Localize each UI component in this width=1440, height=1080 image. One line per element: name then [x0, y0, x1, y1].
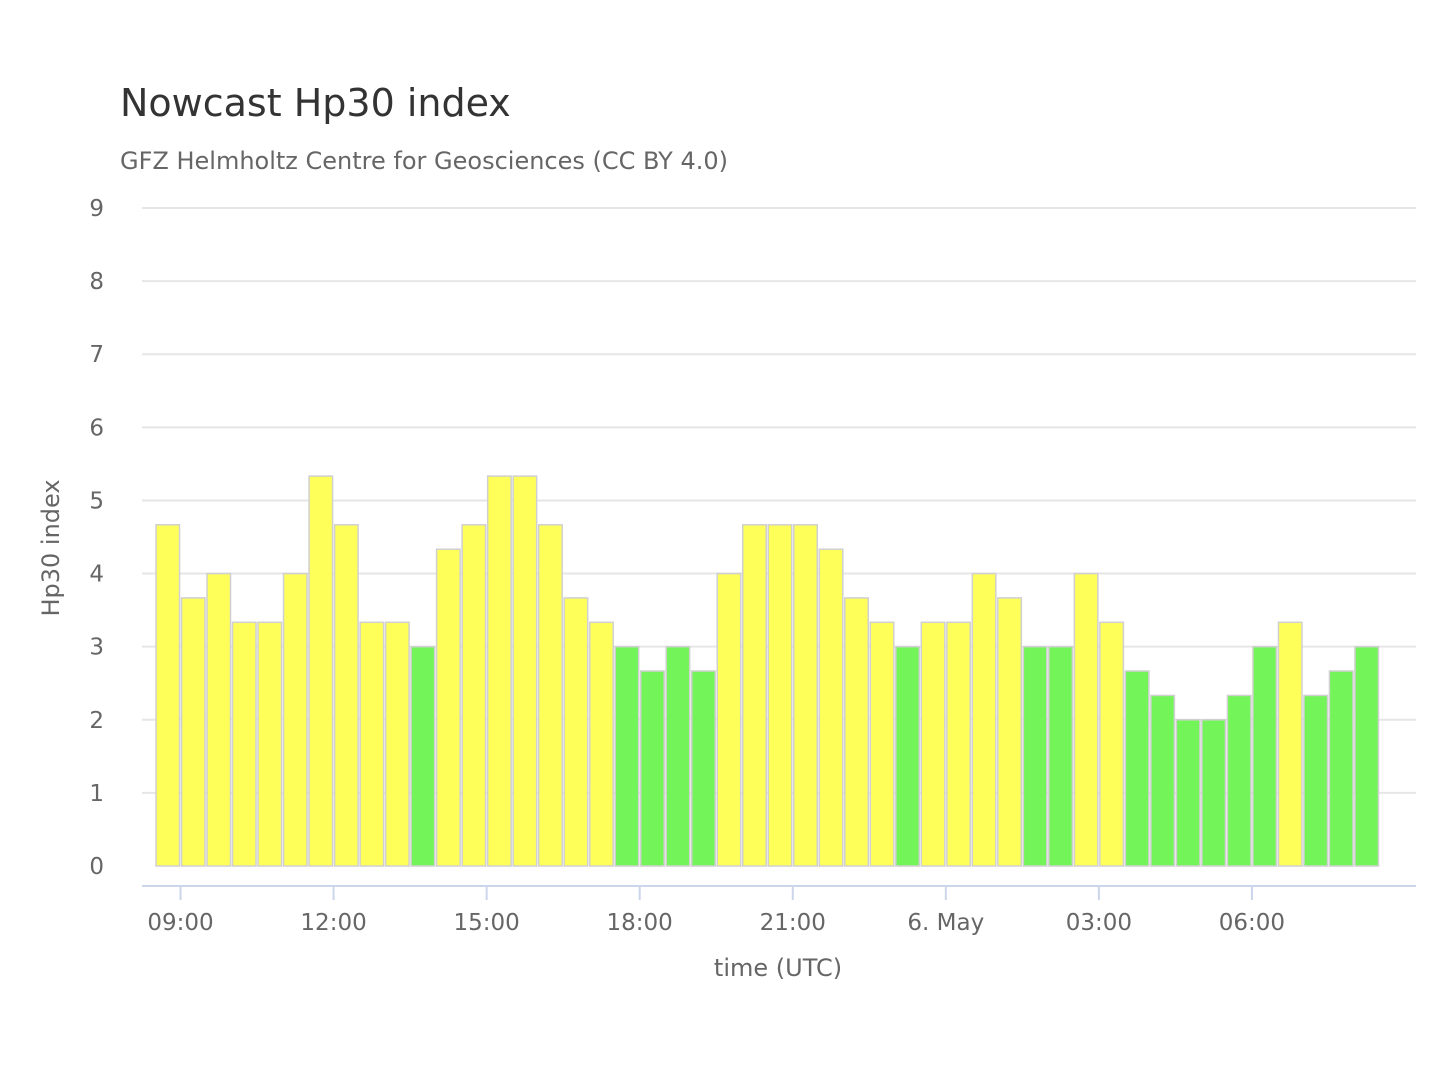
bar — [512, 475, 538, 867]
bar — [180, 597, 206, 867]
bar — [282, 572, 308, 867]
bar — [257, 621, 283, 867]
x-tick-label: 12:00 — [300, 910, 366, 936]
bar — [435, 548, 461, 867]
bar — [1354, 645, 1380, 867]
bar — [486, 475, 512, 867]
bar — [639, 670, 665, 867]
y-tick-label: 9 — [89, 196, 104, 222]
bar — [1099, 621, 1125, 867]
y-tick-label: 3 — [89, 635, 104, 661]
bar — [206, 572, 232, 867]
bar — [333, 524, 359, 867]
y-tick-label: 7 — [89, 342, 104, 368]
x-axis-title: time (UTC) — [714, 954, 842, 982]
y-axis-title: Hp30 index — [37, 479, 65, 616]
x-tick-label: 03:00 — [1066, 910, 1132, 936]
bar — [1124, 670, 1150, 867]
bar — [588, 621, 614, 867]
bar — [793, 524, 819, 867]
bar — [359, 621, 385, 867]
bar — [1252, 645, 1278, 867]
bar — [844, 597, 870, 867]
bar-series — [155, 475, 1380, 867]
bar — [563, 597, 589, 867]
bar — [1328, 670, 1354, 867]
y-tick-label: 2 — [89, 708, 104, 734]
y-tick-label: 4 — [89, 562, 104, 588]
bar — [971, 572, 997, 867]
bar — [614, 645, 640, 867]
bar — [537, 524, 563, 867]
y-tick-label: 8 — [89, 269, 104, 295]
x-axis-labels: 09:00 12:00 15:00 18:00 21:00 6. May 03:00 06:0… — [147, 910, 1285, 936]
bar — [741, 524, 767, 867]
bar — [155, 524, 181, 867]
x-tick-label: 06:00 — [1219, 910, 1285, 936]
chart-title: Nowcast Hp30 index — [120, 81, 511, 125]
x-axis-ticks — [179, 886, 1253, 900]
bar — [665, 645, 691, 867]
bar — [1201, 719, 1227, 867]
bar — [1048, 645, 1074, 867]
bar — [690, 670, 716, 867]
bar — [1303, 694, 1329, 867]
bar — [231, 621, 257, 867]
chart-subtitle: GFZ Helmholtz Centre for Geosciences (CC… — [120, 147, 728, 175]
x-tick-label: 09:00 — [147, 910, 213, 936]
bar — [716, 572, 742, 867]
bar — [946, 621, 972, 867]
y-tick-label: 5 — [89, 488, 104, 514]
bar — [767, 524, 793, 867]
bar — [869, 621, 895, 867]
x-tick-label: 6. May — [907, 910, 984, 936]
y-tick-label: 0 — [89, 854, 104, 880]
bar — [1175, 719, 1201, 867]
y-tick-label: 6 — [89, 415, 104, 441]
bar — [1022, 645, 1048, 867]
x-tick-label: 15:00 — [453, 910, 519, 936]
x-tick-label: 21:00 — [760, 910, 826, 936]
bar — [410, 645, 436, 867]
bar — [308, 475, 334, 867]
x-tick-label: 18:00 — [607, 910, 673, 936]
y-tick-label: 1 — [89, 781, 104, 807]
bar — [920, 621, 946, 867]
bar — [1073, 572, 1099, 867]
y-axis-labels: 0 1 2 3 4 5 6 7 8 9 — [89, 196, 104, 880]
bar — [1150, 694, 1176, 867]
bar — [461, 524, 487, 867]
bar — [895, 645, 921, 867]
bar — [818, 548, 844, 867]
bar — [997, 597, 1023, 867]
bar — [384, 621, 410, 867]
bar — [1277, 621, 1303, 867]
bar — [1226, 694, 1252, 867]
